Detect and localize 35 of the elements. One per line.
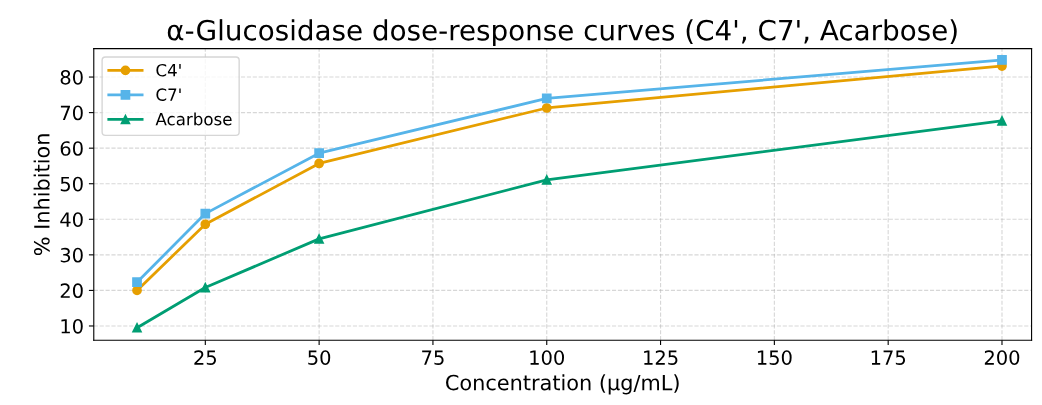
- x-tick-label: 25: [194, 350, 216, 365]
- point: [200, 219, 211, 230]
- legend-label: C7': [156, 88, 181, 101]
- y-tick-label: 20: [60, 283, 83, 299]
- x-tick-label: 50: [308, 350, 331, 365]
- point: [200, 282, 211, 293]
- point: [200, 208, 211, 219]
- point: [997, 115, 1007, 126]
- x-tick-label: 200: [984, 350, 1020, 365]
- y-tick-label: 10: [61, 318, 83, 334]
- x-axis-title: Concentration (µg/mL): [446, 374, 679, 395]
- point: [997, 55, 1007, 65]
- chart-title: α-Glucosidase dose-response curves (C4', C7', Acarbose): [167, 19, 957, 47]
- point: [314, 148, 324, 159]
- point: [314, 158, 324, 169]
- y-tick-label: 30: [60, 247, 83, 263]
- y-tick-label: 70: [60, 105, 83, 121]
- x-tick-label: 175: [871, 350, 906, 365]
- point: [541, 103, 552, 113]
- legend-label: C4': [156, 63, 181, 77]
- x-tick-label: 75: [422, 350, 444, 365]
- y-tick-label: 50: [60, 176, 83, 192]
- point: [132, 277, 142, 288]
- x-tick-label: 100: [530, 350, 565, 365]
- x-tick-label: 150: [757, 350, 792, 365]
- point: [541, 174, 552, 185]
- y-tick-label: 40: [60, 212, 83, 227]
- y-tick-label: 60: [60, 141, 83, 156]
- y-axis-title: % Inhibition: [33, 134, 50, 256]
- point: [541, 93, 552, 104]
- x-tick-label: 125: [644, 350, 678, 365]
- point: [314, 233, 324, 244]
- y-tick-label: 80: [60, 70, 83, 85]
- legend-label: Acarbose: [155, 112, 232, 126]
- point: [132, 322, 142, 333]
